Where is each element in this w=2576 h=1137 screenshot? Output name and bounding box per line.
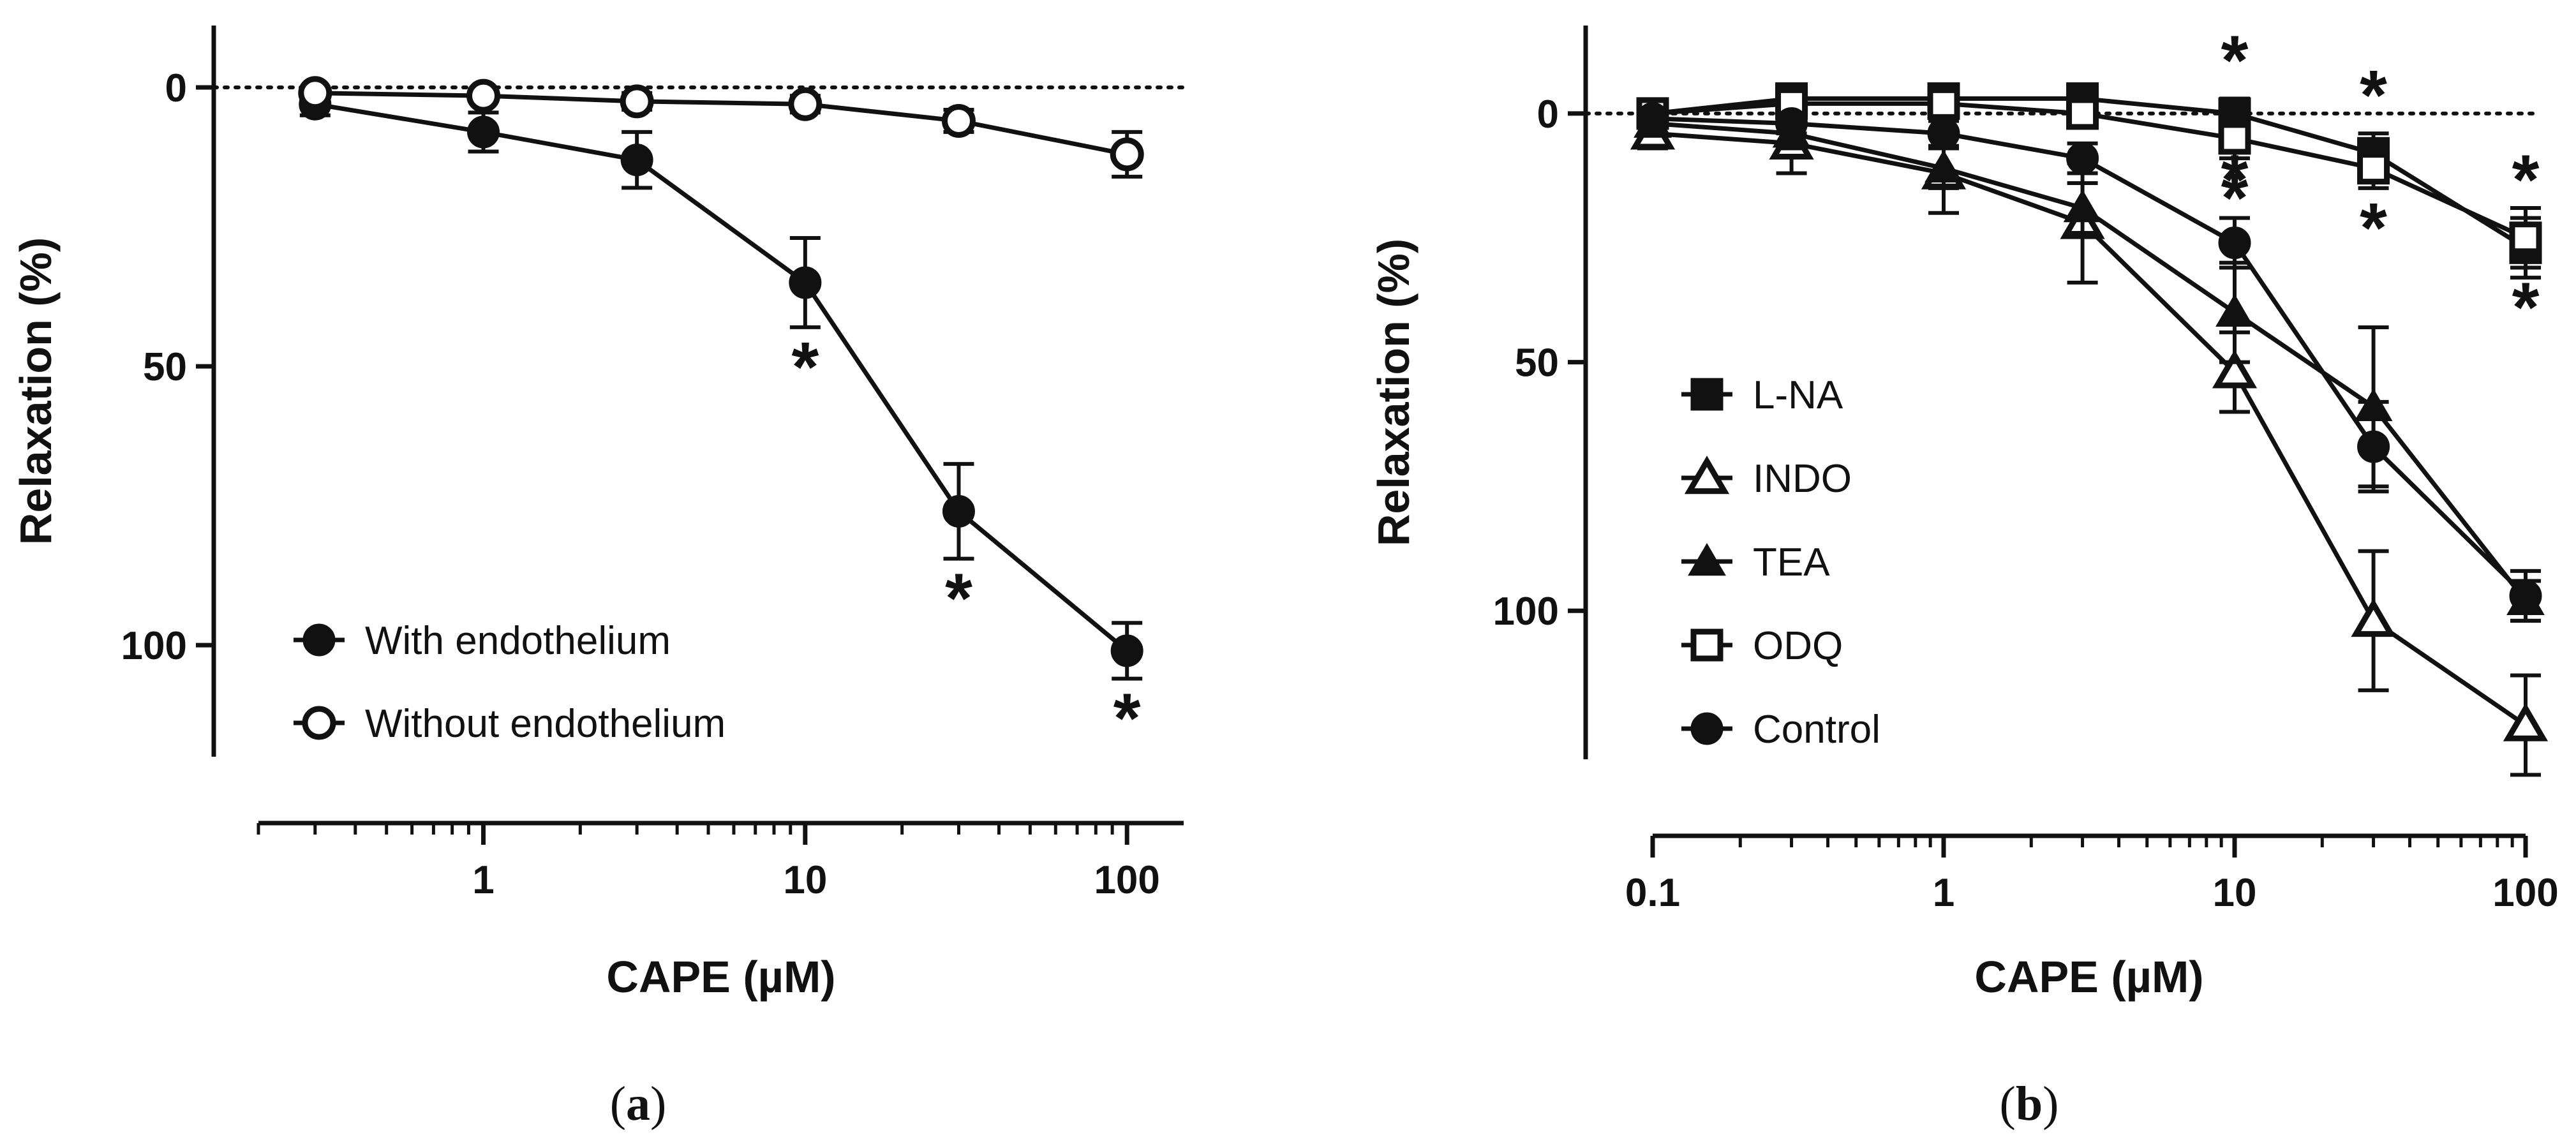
data-point xyxy=(466,78,501,113)
y-tick-label: 0 xyxy=(165,66,187,110)
x-tick-label: 1 xyxy=(472,858,494,902)
y-tick-label: 0 xyxy=(1537,93,1559,137)
data-point xyxy=(2509,221,2542,255)
significance-star: * xyxy=(2360,189,2387,267)
caption-label: b xyxy=(2016,1077,2043,1131)
caption-paren-close: ) xyxy=(2043,1077,2059,1131)
x-tick-label: 0.1 xyxy=(1625,871,1680,915)
data-point xyxy=(1927,117,1960,150)
data-point xyxy=(1927,87,1960,120)
series-with-endothelium xyxy=(299,87,1143,681)
panel-b: 0 50 100 Relaxation (%) 0.1 1 10 100 CAPE (µM) * *… xyxy=(1276,0,2576,1137)
data-point xyxy=(941,103,976,138)
data-point xyxy=(620,144,653,177)
x-tick-label: 10 xyxy=(783,858,827,902)
caption-label: a xyxy=(626,1077,650,1131)
data-point xyxy=(2357,430,2390,463)
data-point xyxy=(1925,149,1963,182)
data-point xyxy=(2212,350,2258,389)
x-axis-title: CAPE (µM) xyxy=(606,952,835,1002)
legend-item: Without endothelium xyxy=(294,702,726,746)
caption-paren-open: ( xyxy=(610,1077,626,1131)
legend-marker xyxy=(1690,712,1724,745)
legend-item: INDO xyxy=(1681,456,1852,501)
data-point xyxy=(2357,152,2390,185)
legend-item: ODQ xyxy=(1681,624,1843,668)
legend-label: L-NA xyxy=(1753,373,1843,417)
legend-item: Control xyxy=(1681,708,1880,752)
data-point xyxy=(2066,142,2099,175)
series-odq xyxy=(1636,87,2542,270)
significance-star: * xyxy=(945,560,972,638)
y-axis-title: Relaxation (%) xyxy=(1369,239,1418,546)
series-line xyxy=(1652,116,2528,598)
data-point xyxy=(1775,107,1808,140)
data-point xyxy=(1110,634,1143,667)
legend-marker xyxy=(302,706,336,740)
x-tick-label: 1 xyxy=(1933,871,1954,915)
data-point xyxy=(467,115,500,149)
y-tick-label: 50 xyxy=(143,345,187,389)
series-control xyxy=(1636,102,2542,623)
panel-a: 0 50 100 Relaxation (%) 1 10 100 CAPE (µM) * * * Wi… xyxy=(0,0,1276,1137)
data-point xyxy=(298,76,332,110)
series-line xyxy=(315,91,1128,157)
x-tick-label: 100 xyxy=(2492,871,2558,915)
legend-label: TEA xyxy=(1753,540,1830,584)
legend-item: With endothelium xyxy=(294,619,671,663)
chart-a: 0 50 100 Relaxation (%) 1 10 100 CAPE (µM) * * * Wi… xyxy=(11,26,1189,1131)
significance-star: * xyxy=(2360,56,2387,135)
series-without-endothelium xyxy=(298,76,1144,179)
x-tick-label: 100 xyxy=(1094,858,1159,902)
data-point xyxy=(2066,97,2099,130)
legend-label: With endothelium xyxy=(365,619,671,663)
data-point xyxy=(789,266,822,299)
data-point xyxy=(620,84,654,119)
data-point xyxy=(942,494,975,528)
legend-label: Control xyxy=(1753,708,1880,752)
caption-paren-open: ( xyxy=(2000,1077,2016,1131)
significance-star: * xyxy=(791,328,819,406)
data-point xyxy=(2218,122,2251,155)
y-tick-label: 100 xyxy=(121,624,187,668)
data-point xyxy=(2509,579,2542,613)
significance-star: * xyxy=(2221,141,2249,219)
legend-label: ODQ xyxy=(1753,624,1843,668)
caption-paren-close: ) xyxy=(650,1077,666,1131)
panel-caption: (b) xyxy=(2000,1077,2059,1131)
y-axis-title: Relaxation (%) xyxy=(11,237,61,545)
series-line xyxy=(315,101,1129,653)
legend-label: Without endothelium xyxy=(365,702,726,746)
y-tick-label: 50 xyxy=(1515,341,1559,385)
significance-star: * xyxy=(1113,680,1141,758)
data-point xyxy=(2503,702,2549,741)
x-tick-label: 10 xyxy=(2213,871,2257,915)
legend-label: INDO xyxy=(1753,457,1852,501)
series-line xyxy=(1652,121,2528,602)
y-tick-label: 100 xyxy=(1493,590,1559,634)
legend-marker xyxy=(1690,628,1724,662)
x-axis-title: CAPE (µM) xyxy=(1974,952,2203,1002)
significance-star: * xyxy=(2512,269,2540,347)
data-point xyxy=(788,87,823,121)
panel-caption: (a) xyxy=(610,1077,667,1131)
data-point xyxy=(1636,102,1669,135)
data-point xyxy=(1110,137,1144,172)
data-point xyxy=(2063,190,2102,223)
legend-marker xyxy=(302,623,336,657)
data-point xyxy=(2215,294,2254,327)
data-point xyxy=(2351,598,2396,637)
data-point xyxy=(2218,227,2251,260)
chart-b: 0 50 100 Relaxation (%) 0.1 1 10 100 CAPE (µM) * *… xyxy=(1369,22,2559,1131)
legend-item: TEA xyxy=(1681,540,1830,584)
legend-marker xyxy=(1684,456,1730,494)
significance-star: * xyxy=(2221,22,2249,100)
legend-item: L-NA xyxy=(1681,373,1843,417)
legend-marker xyxy=(1690,378,1724,411)
legend-marker xyxy=(1688,543,1726,576)
